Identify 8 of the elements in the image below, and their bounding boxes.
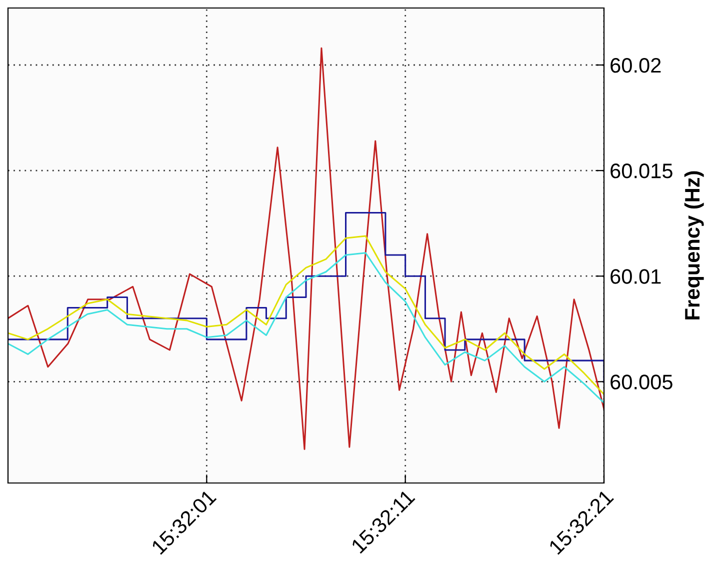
y-tick-label: 60.015 [610,164,672,178]
line-series [8,235,604,396]
line-series [8,252,604,404]
y-tick-label: 60.01 [610,269,661,284]
y-tick-label: 60.02 [610,58,661,73]
y-axis-title: Frequency (Hz) [684,171,704,320]
line-series [8,47,604,450]
y-tick-label: 60.005 [610,374,672,390]
